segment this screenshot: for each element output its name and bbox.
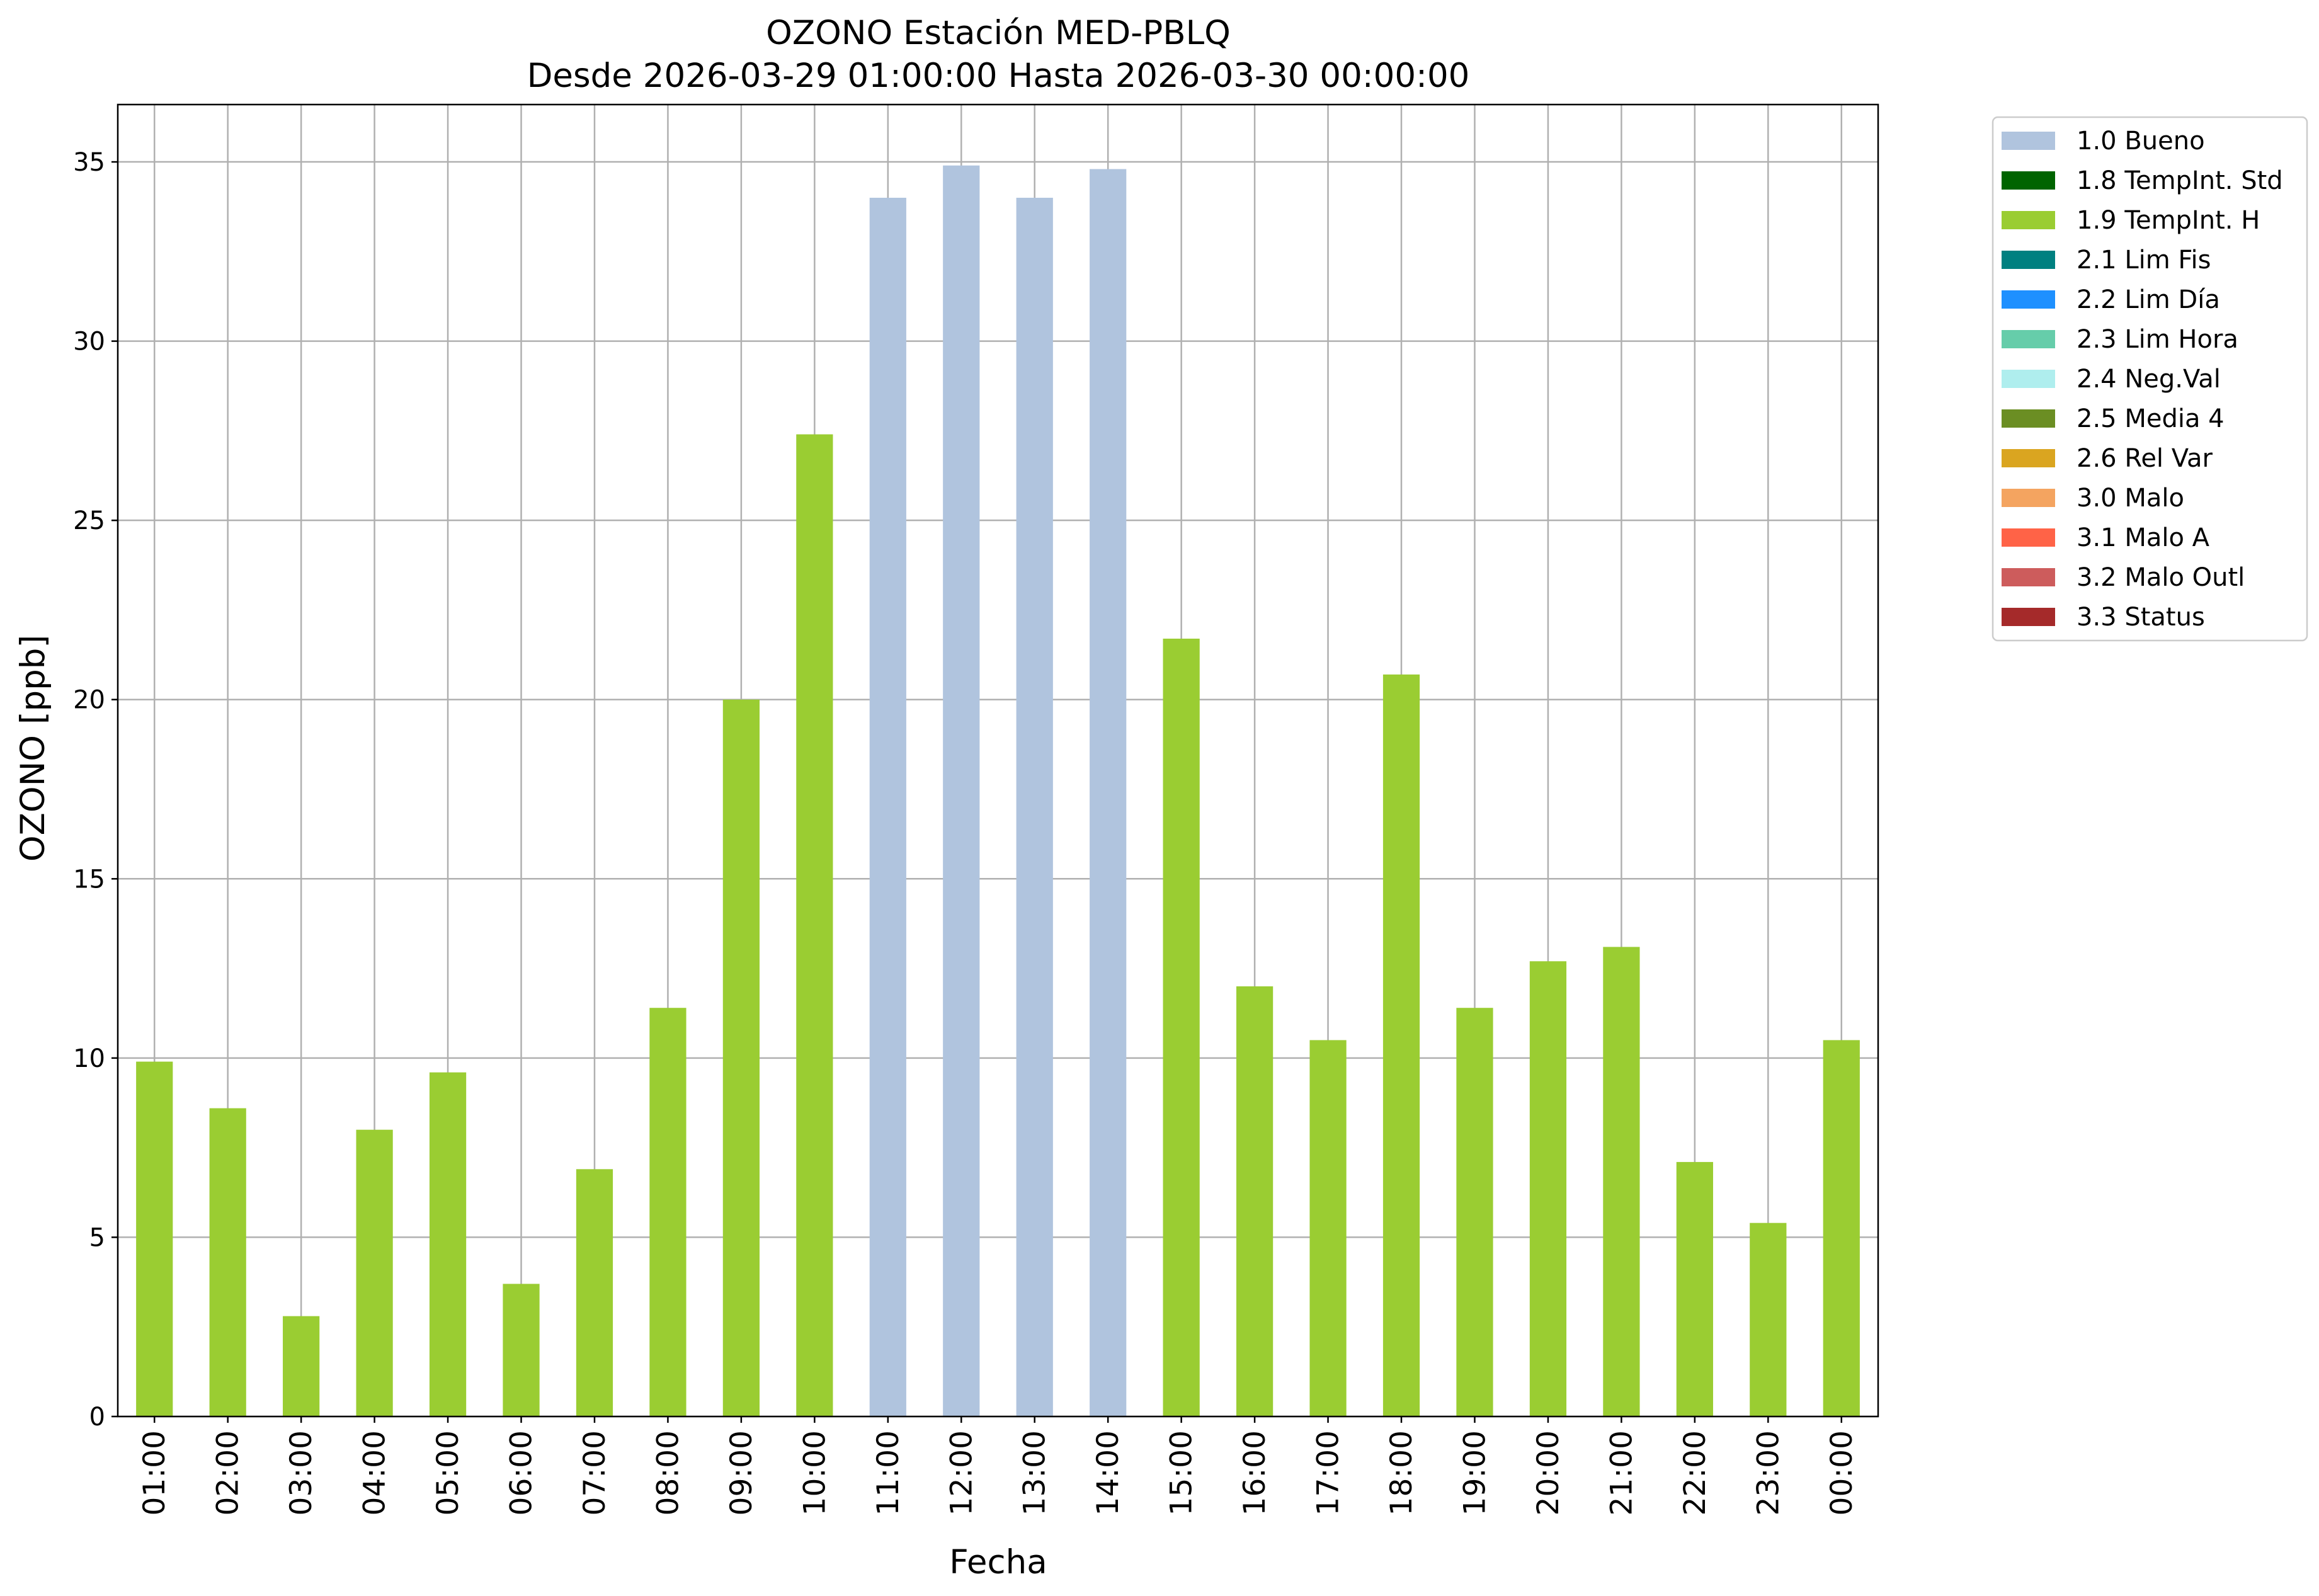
x-tick-label: 03:00 — [284, 1430, 319, 1515]
legend-swatch — [2002, 330, 2055, 348]
y-tick-label: 25 — [73, 506, 105, 535]
x-tick-label: 23:00 — [1751, 1430, 1786, 1515]
bar — [1309, 1040, 1347, 1416]
legend-label: 3.3 Status — [2077, 603, 2205, 632]
legend-swatch — [2002, 171, 2055, 190]
bar — [796, 434, 833, 1416]
x-tick-label: 08:00 — [651, 1430, 685, 1515]
bar — [356, 1129, 393, 1416]
x-tick-label: 13:00 — [1018, 1430, 1052, 1515]
bar — [869, 197, 906, 1417]
bar — [1163, 638, 1200, 1416]
bar — [429, 1072, 467, 1416]
bar — [1750, 1223, 1787, 1416]
legend-frame — [1991, 116, 2308, 642]
x-tick-label: 12:00 — [944, 1430, 979, 1515]
legend-label: 3.1 Malo A — [2077, 523, 2210, 552]
bars — [136, 165, 1860, 1417]
x-tick-label: 22:00 — [1678, 1430, 1712, 1515]
legend-swatch — [2002, 290, 2055, 309]
legend-swatch — [2002, 608, 2055, 626]
legend-label: 2.1 Lim Fis — [2077, 246, 2211, 275]
bar — [943, 165, 980, 1417]
bar — [1382, 674, 1420, 1416]
y-tick-label: 30 — [73, 328, 105, 356]
x-tick-label: 16:00 — [1238, 1430, 1272, 1515]
x-tick-label: 06:00 — [504, 1430, 539, 1515]
bar — [1603, 947, 1640, 1416]
legend-swatch — [2002, 409, 2055, 428]
bar — [209, 1108, 246, 1416]
legend-label: 2.2 Lim Día — [2077, 285, 2220, 314]
chart-title: OZONO Estación MED-PBLQ — [766, 14, 1231, 52]
legend-label: 2.5 Media 4 — [2077, 404, 2225, 433]
bar — [136, 1061, 173, 1416]
chart-subtitle: Desde 2026-03-29 01:00:00 Hasta 2026-03-… — [527, 57, 1470, 95]
plot-frame — [117, 103, 1879, 1418]
x-tick-label: 15:00 — [1165, 1430, 1199, 1515]
x-tick-label: 01:00 — [137, 1430, 172, 1515]
legend-label: 2.3 Lim Hora — [2077, 325, 2238, 354]
legend-swatch — [2002, 489, 2055, 507]
x-tick-label: 04:00 — [358, 1430, 392, 1515]
x-tick-label: 05:00 — [431, 1430, 465, 1515]
legend-swatch — [2002, 132, 2055, 150]
bar — [649, 1008, 687, 1416]
legend-label: 1.8 TempInt. Std — [2077, 166, 2283, 195]
y-tick-label: 20 — [73, 686, 105, 715]
x-tick-label: 11:00 — [871, 1430, 906, 1515]
bar — [1823, 1040, 1860, 1416]
x-tick-label: 02:00 — [211, 1430, 246, 1515]
y-tick-label: 0 — [89, 1403, 105, 1432]
x-axis-ticks: 01:00 02:00 03:00 04:00 05:00 06:00 07:00 08:00… — [137, 1416, 1859, 1515]
legend-label: 1.0 Bueno — [2077, 127, 2205, 156]
x-tick-label: 19:00 — [1457, 1430, 1492, 1515]
bar — [722, 699, 760, 1416]
y-tick-label: 10 — [73, 1044, 105, 1073]
x-tick-label: 18:00 — [1384, 1430, 1419, 1515]
legend-swatch — [2002, 528, 2055, 547]
y-tick-label: 5 — [89, 1223, 105, 1252]
y-axis-label: OZONO [ppb] — [14, 635, 52, 862]
bar — [503, 1284, 540, 1416]
x-tick-label: 14:00 — [1091, 1430, 1125, 1515]
bar — [1016, 197, 1053, 1417]
x-tick-label: 00:00 — [1825, 1430, 1859, 1515]
legend-label: 2.6 Rel Var — [2077, 444, 2213, 473]
legend-swatch — [2002, 449, 2055, 467]
bar — [1676, 1161, 1713, 1416]
bar — [283, 1316, 320, 1416]
x-tick-label: 21:00 — [1604, 1430, 1639, 1515]
legend: 1.0 Bueno 1.8 TempInt. Std 1.9 TempInt. H 2… — [1991, 116, 2308, 642]
x-tick-label: 20:00 — [1531, 1430, 1566, 1515]
bar — [1529, 961, 1567, 1416]
legend-label: 2.4 Neg.Val — [2077, 365, 2221, 394]
x-tick-label: 17:00 — [1311, 1430, 1346, 1515]
y-tick-label: 35 — [73, 148, 105, 177]
legend-swatch — [2002, 370, 2055, 388]
legend-swatch — [2002, 251, 2055, 269]
bar — [1236, 986, 1273, 1416]
x-tick-label: 07:00 — [578, 1430, 612, 1515]
legend-label: 3.0 Malo — [2077, 484, 2184, 513]
legend-label: 3.2 Malo Outl — [2077, 563, 2245, 592]
bar — [576, 1169, 613, 1416]
y-axis-ticks: 0 5 10 15 20 25 30 35 — [73, 148, 118, 1432]
bar — [1090, 169, 1127, 1416]
y-tick-label: 15 — [73, 865, 105, 894]
legend-swatch — [2002, 211, 2055, 229]
x-tick-label: 09:00 — [724, 1430, 759, 1515]
x-axis-label: Fecha — [949, 1543, 1047, 1582]
x-tick-label: 10:00 — [797, 1430, 832, 1515]
legend-label: 1.9 TempInt. H — [2077, 206, 2260, 235]
bar — [1456, 1008, 1493, 1416]
legend-swatch — [2002, 568, 2055, 586]
